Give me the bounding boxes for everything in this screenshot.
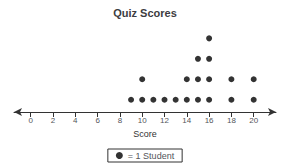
svg-text:= 1 Student: = 1 Student [128,151,175,161]
svg-text:12: 12 [160,116,169,125]
svg-text:4: 4 [73,116,78,125]
svg-text:16: 16 [205,116,214,125]
svg-text:6: 6 [95,116,100,125]
svg-text:14: 14 [182,116,191,125]
svg-text:10: 10 [138,116,147,125]
svg-text:2: 2 [51,116,56,125]
svg-text:18: 18 [227,116,236,125]
svg-text:Quiz Scores: Quiz Scores [113,7,177,19]
svg-text:0: 0 [28,116,33,125]
svg-text:Score: Score [133,129,157,139]
svg-text:8: 8 [118,116,123,125]
svg-text:20: 20 [249,116,258,125]
